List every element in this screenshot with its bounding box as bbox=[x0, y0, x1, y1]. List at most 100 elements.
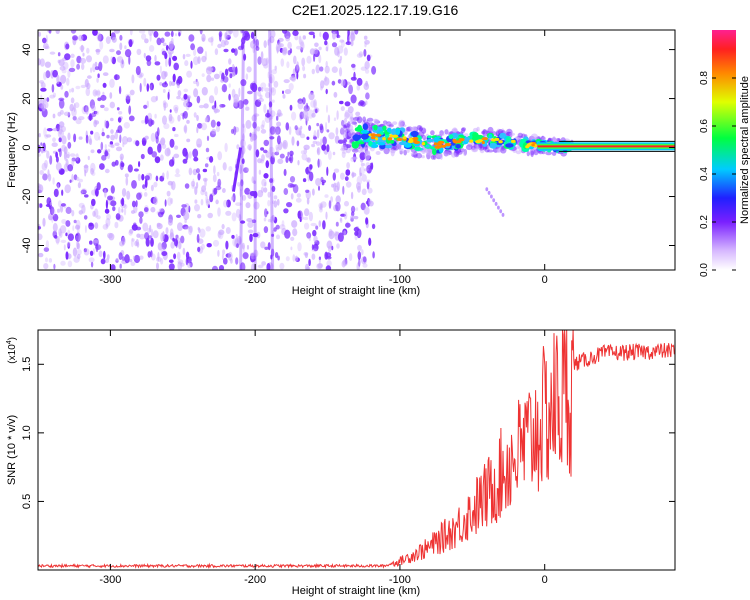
noise-speckle bbox=[148, 45, 155, 52]
noise-speckle bbox=[300, 150, 305, 155]
noise-speckle bbox=[269, 126, 276, 135]
signal-blob bbox=[432, 148, 437, 156]
noise-speckle bbox=[359, 151, 366, 161]
noise-speckle bbox=[339, 39, 345, 43]
noise-speckle bbox=[119, 42, 123, 51]
noise-speckle bbox=[261, 120, 266, 128]
spectrogram-frame bbox=[37, 29, 676, 271]
noise-speckle bbox=[49, 202, 53, 206]
noise-speckle bbox=[261, 261, 266, 266]
noise-speckle bbox=[89, 250, 94, 256]
noise-speckle bbox=[172, 127, 176, 132]
noise-speckle bbox=[232, 64, 235, 71]
noise-speckle bbox=[313, 235, 318, 243]
signal-core-blob bbox=[498, 140, 503, 144]
noise-speckle bbox=[264, 246, 269, 250]
noise-speckle bbox=[90, 162, 96, 173]
noise-speckle bbox=[229, 73, 233, 79]
noise-speckle bbox=[90, 112, 97, 117]
noise-speckle bbox=[163, 102, 166, 111]
noise-speckle bbox=[286, 61, 290, 69]
noise-speckle bbox=[209, 194, 214, 203]
noise-speckle bbox=[275, 224, 280, 230]
noise-speckle bbox=[363, 82, 370, 91]
noise-speckle bbox=[179, 262, 185, 267]
noise-speckle bbox=[193, 112, 197, 118]
noise-speckle bbox=[63, 146, 68, 155]
noise-speckle bbox=[287, 151, 290, 157]
noise-speckle bbox=[306, 136, 310, 140]
noise-speckle bbox=[66, 241, 71, 247]
noise-speckle bbox=[251, 114, 257, 122]
noise-speckle bbox=[122, 142, 125, 148]
noise-speckle bbox=[222, 76, 229, 83]
noise-speckle bbox=[212, 174, 217, 183]
signal-halo bbox=[362, 116, 367, 123]
noise-speckle bbox=[306, 55, 312, 64]
noise-speckle bbox=[359, 100, 365, 106]
noise-speckle bbox=[58, 99, 65, 109]
noise-speckle bbox=[168, 57, 172, 67]
svg-text:(x104): (x104) bbox=[6, 337, 18, 364]
noise-speckle bbox=[76, 249, 82, 256]
snr-frame bbox=[37, 329, 676, 571]
noise-speckle bbox=[65, 158, 69, 168]
noise-speckle bbox=[141, 33, 147, 40]
noise-speckle bbox=[150, 206, 156, 213]
noise-speckle bbox=[293, 55, 297, 65]
noise-speckle bbox=[144, 207, 149, 213]
noise-speckle bbox=[43, 127, 47, 137]
snr-series-line bbox=[38, 330, 675, 570]
noise-speckle bbox=[135, 140, 140, 147]
noise-speckle bbox=[80, 190, 84, 195]
noise-speckle bbox=[265, 160, 270, 169]
noise-speckle bbox=[162, 115, 167, 125]
noise-speckle bbox=[206, 74, 212, 83]
noise-speckle bbox=[92, 248, 95, 256]
noise-speckle bbox=[238, 213, 242, 222]
noise-speckle bbox=[177, 90, 182, 97]
noise-speckle bbox=[51, 142, 58, 147]
noise-speckle bbox=[176, 95, 181, 100]
noise-speckle bbox=[71, 157, 76, 162]
noise-speckle bbox=[344, 176, 349, 182]
noise-speckle bbox=[210, 36, 214, 40]
noise-speckle bbox=[121, 256, 125, 261]
signal-halo bbox=[398, 121, 404, 127]
noise-speckle bbox=[65, 251, 69, 260]
noise-speckle bbox=[173, 62, 179, 71]
noise-speckle bbox=[183, 125, 187, 132]
noise-speckle bbox=[67, 164, 74, 172]
noise-speckle bbox=[65, 232, 68, 237]
noise-speckle bbox=[325, 211, 328, 220]
noise-speckle bbox=[214, 48, 219, 56]
noise-speckle bbox=[312, 34, 316, 39]
noise-speckle bbox=[268, 101, 273, 108]
noise-speckle bbox=[197, 246, 201, 253]
noise-speckle bbox=[201, 55, 207, 63]
noise-speckle bbox=[80, 84, 86, 89]
noise-speckle bbox=[318, 256, 321, 261]
noise-speckle bbox=[302, 97, 306, 105]
noise-speckle bbox=[96, 89, 101, 97]
noise-speckle bbox=[200, 122, 208, 131]
noise-speckle bbox=[95, 49, 100, 55]
noise-speckle bbox=[283, 188, 289, 195]
signal-blob bbox=[371, 144, 379, 148]
noise-speckle bbox=[372, 251, 375, 259]
noise-speckle bbox=[111, 36, 117, 43]
signal-core-blob bbox=[494, 137, 500, 141]
noise-speckle bbox=[245, 106, 250, 111]
noise-speckle bbox=[331, 80, 336, 86]
noise-speckle bbox=[129, 89, 135, 96]
noise-speckle bbox=[301, 153, 308, 161]
noise-speckle bbox=[242, 123, 245, 128]
noise-speckle bbox=[271, 185, 276, 192]
noise-speckle bbox=[281, 220, 285, 227]
stray-feature bbox=[487, 190, 491, 195]
noise-speckle bbox=[135, 239, 139, 247]
noise-speckle bbox=[343, 230, 347, 236]
noise-speckle bbox=[263, 139, 270, 147]
noise-streak bbox=[268, 30, 275, 270]
noise-speckle bbox=[119, 153, 124, 161]
